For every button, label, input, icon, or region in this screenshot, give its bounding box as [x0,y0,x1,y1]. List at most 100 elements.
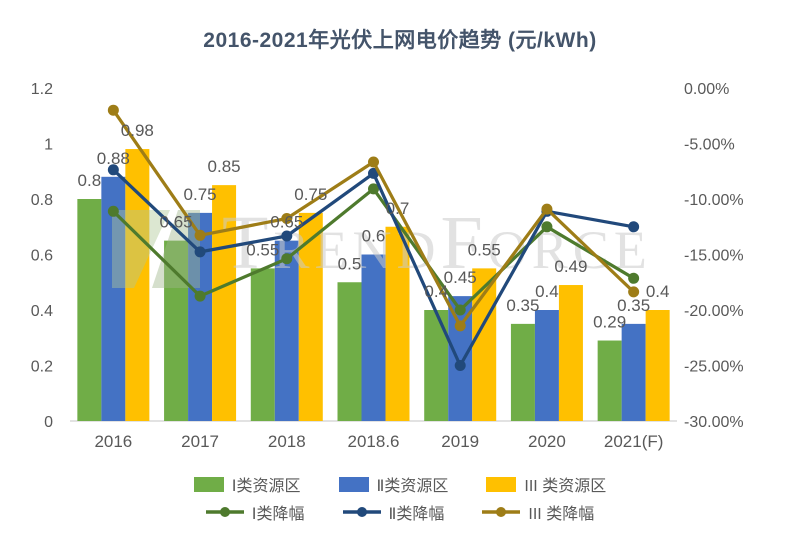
bar [645,310,670,421]
bar-data-label: 0.35 [617,296,650,315]
legend-row-bars: Ⅰ类资源区 Ⅱ类资源区 III 类资源区 [193,472,606,496]
bar [385,226,410,421]
bar-data-label: 0.4 [424,282,448,301]
right-axis-tick: -5.00% [684,137,735,154]
legend-line-icon [342,507,381,517]
legend-swatch-icon [193,476,224,492]
legend-label: III 类资源区 [524,478,607,495]
bar-data-label: 0.4 [646,282,670,301]
left-axis-tick: 0.2 [31,359,53,376]
right-axis-tick: -10.00% [684,192,744,209]
line-marker [194,229,206,241]
bar-data-label: 0.7 [386,199,410,218]
line-marker [628,272,640,284]
x-axis-label: 2017 [181,432,219,451]
line-marker [107,104,119,116]
bar-data-label: 0.6 [362,227,386,246]
legend-item: III 类资源区 [486,472,606,496]
bar-data-label: 0.85 [208,157,241,176]
line-marker [368,183,379,195]
x-axis-label: 2018.6 [348,432,400,451]
line-marker [281,230,293,242]
bar [558,285,583,421]
legend-row-lines: Ⅰ类降幅 Ⅱ类降幅 III 类降幅 [205,500,594,524]
legend-item: Ⅱ类资源区 [338,472,449,496]
line-marker [541,221,553,233]
line-marker [194,246,206,258]
legend-line-icon [482,507,521,517]
bar [337,282,362,421]
bar-data-label: 0.29 [593,313,626,332]
x-axis-label: 2021(F) [604,432,664,451]
line-marker [107,205,119,217]
bar-data-label: 0.55 [246,240,279,259]
bar-data-label: 0.8 [78,171,102,190]
left-axis-tick: 1 [44,137,53,154]
bar [250,268,275,421]
legend-swatch-icon [338,476,369,492]
right-axis-tick: -20.00% [684,303,744,320]
line-marker [454,320,466,332]
right-axis-tick: -15.00% [684,248,744,265]
legend-item: Ⅰ类降幅 [205,500,305,524]
bar-data-label: 0.55 [468,240,501,259]
legend-label: Ⅱ类资源区 [376,478,449,495]
line-marker [281,253,293,265]
chart-legend: Ⅰ类资源区 Ⅱ类资源区 III 类资源区 Ⅰ类降幅 Ⅱ类降幅 III 类降幅 [0,472,800,524]
bar-data-label: 0.65 [160,213,193,232]
bar [361,254,386,421]
x-axis-label: 2016 [94,432,132,451]
bar-data-label: 0.88 [97,149,130,168]
legend-line-icon [205,507,244,517]
legend-label: Ⅰ类降幅 [251,506,305,523]
left-axis-tick: 0.6 [31,248,53,265]
bar-data-label: 0.49 [554,257,587,276]
legend-item: III 类降幅 [482,500,594,524]
legend-item: Ⅱ类降幅 [342,500,445,524]
legend-label: Ⅱ类降幅 [388,506,445,523]
watermark-logo-icon [112,210,170,288]
bar [77,199,102,421]
line-marker [368,156,379,168]
bar-data-label: 0.45 [444,268,477,287]
bar [424,310,449,421]
right-axis-tick: -30.00% [684,414,744,431]
left-axis-tick: 1.2 [31,81,53,98]
right-axis-tick: -25.00% [684,359,744,376]
bar-data-label: 0.98 [121,121,154,140]
line-marker [107,164,119,176]
line-marker [541,203,553,215]
legend-item: Ⅰ类资源区 [193,472,301,496]
bar [621,323,646,421]
line-marker [628,286,640,298]
bar [534,310,559,421]
legend-label: Ⅰ类资源区 [231,478,301,495]
bar [274,240,299,421]
bar-data-label: 0.4 [535,282,559,301]
bar-data-label: 0.75 [294,185,327,204]
bar-data-label: 0.75 [184,185,217,204]
x-axis-label: 2019 [441,432,479,451]
line-marker [628,221,640,233]
bar [510,323,535,421]
left-axis-tick: 0.4 [31,303,53,320]
x-axis-label: 2018 [268,432,306,451]
bar-data-label: 0.35 [506,296,539,315]
bar [212,185,237,421]
watermark-logo-icon [152,210,200,288]
line-marker [454,304,466,316]
right-axis-tick: 0.00% [684,81,729,98]
left-axis-tick: 0 [44,414,53,431]
line-marker [454,360,466,371]
x-axis-label: 2020 [528,432,566,451]
legend-swatch-icon [486,476,517,492]
bar-data-label: 0.5 [338,254,362,273]
bar-data-label: 0.65 [270,213,303,232]
bar [597,340,622,421]
legend-label: III 类降幅 [528,506,595,523]
line-marker [281,213,293,224]
left-axis-tick: 0.8 [31,192,53,209]
line-marker [194,290,206,302]
